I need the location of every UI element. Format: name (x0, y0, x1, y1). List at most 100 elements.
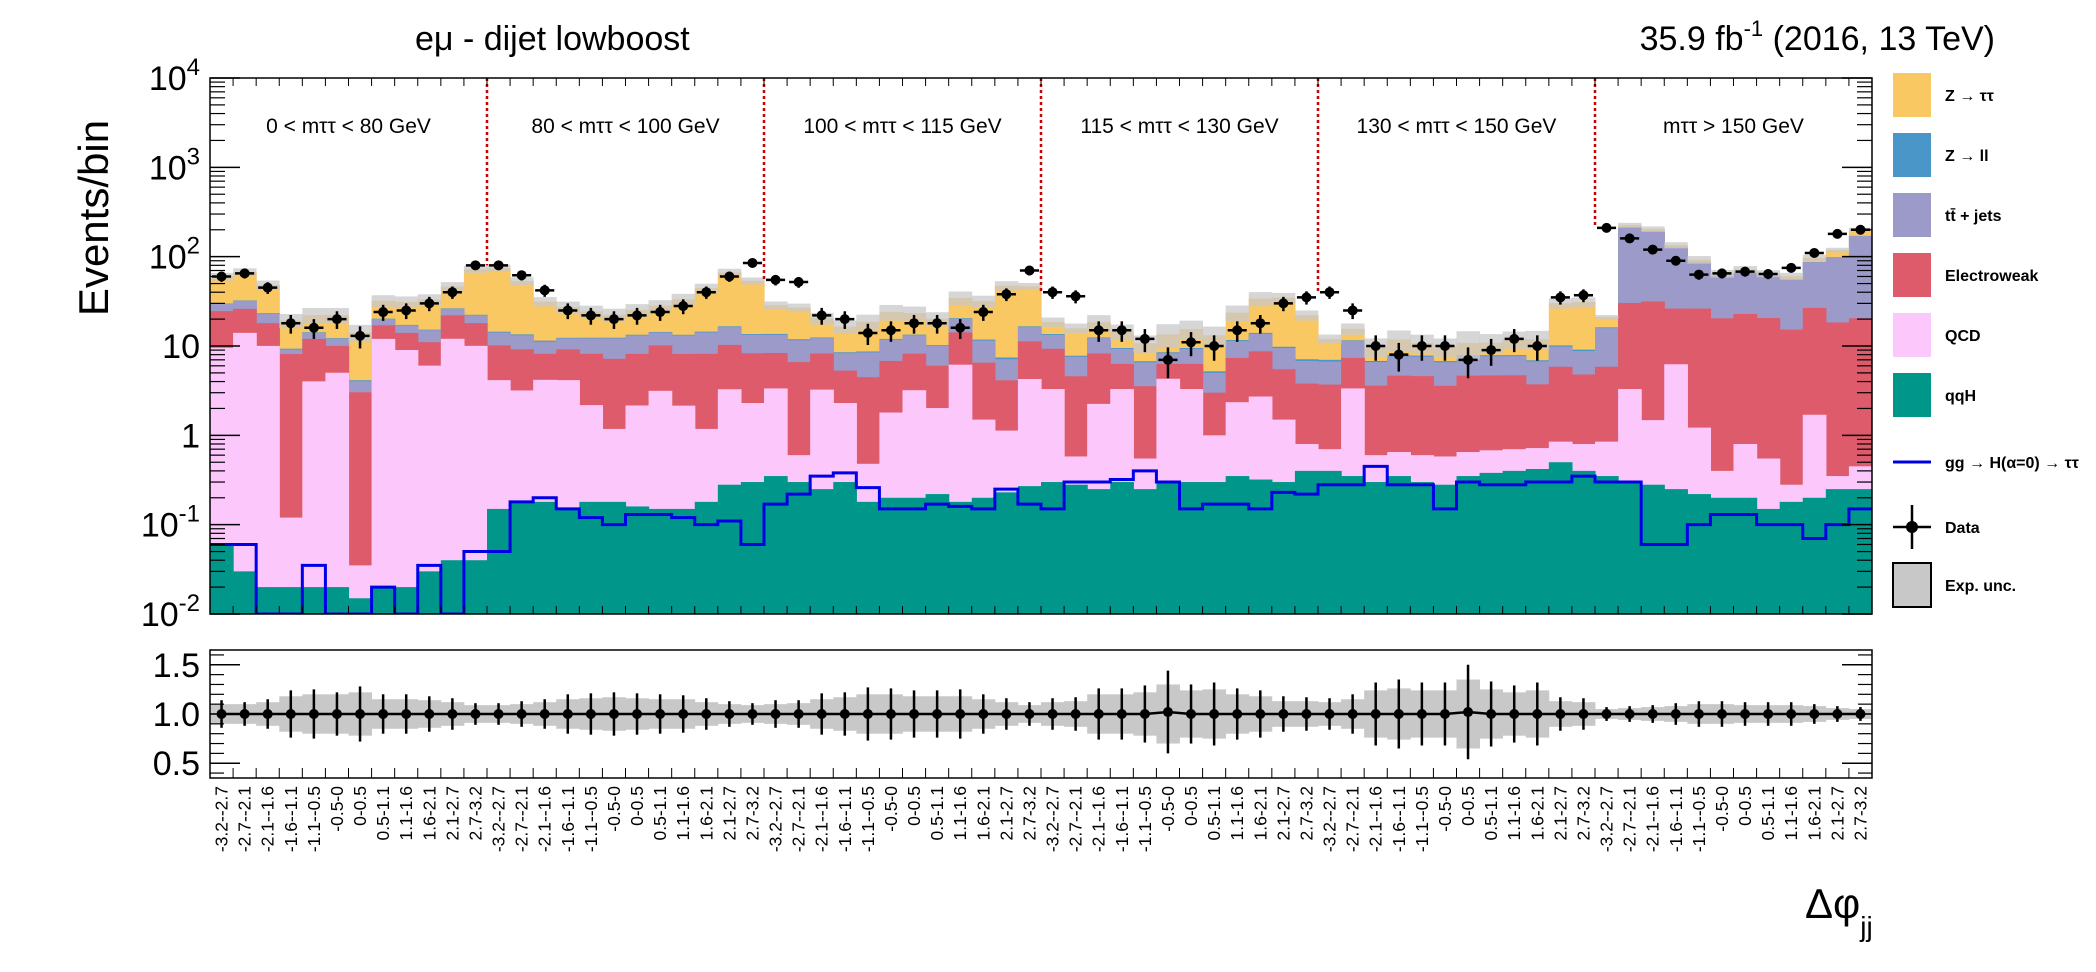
x-tick-label-16: -1.1--0.5 (581, 786, 601, 852)
bar-qqh-42 (1179, 482, 1204, 614)
x-tick-label-69: 1.6-2.1 (1804, 786, 1824, 840)
unc-band-34 (994, 281, 1019, 291)
data-point-29 (881, 321, 901, 342)
data-point-9 (419, 296, 439, 312)
x-tick-label-37: -2.7--2.1 (1066, 786, 1086, 852)
unc-band-47 (1294, 310, 1319, 321)
bar-qqh-8 (394, 587, 419, 614)
bar-qqh-19 (648, 508, 673, 614)
data-point-2 (258, 282, 278, 294)
data-point-16 (581, 307, 601, 325)
data-point-63 (1666, 255, 1686, 266)
bar-qcd-11 (463, 345, 488, 614)
x-tick-label-20: 1.1-1.6 (673, 786, 693, 840)
x-tick-label-36: -3.2--2.7 (1043, 786, 1063, 852)
x-tick-label-44: 1.1-1.6 (1227, 786, 1247, 840)
ratio-point-50 (1370, 682, 1381, 746)
ratio-point-67 (1763, 702, 1774, 726)
bar-qqh-68 (1779, 501, 1804, 614)
unc-band-33 (971, 295, 996, 308)
unc-band-64 (1687, 256, 1711, 264)
x-tick-label-11: 2.7-3.2 (465, 786, 485, 840)
unc-band-54 (1456, 331, 1480, 360)
x-tick-label-34: 2.1-2.7 (996, 786, 1016, 840)
x-tick-label-58: 2.1-2.7 (1550, 786, 1570, 840)
data-point-52 (1412, 335, 1432, 361)
data-point-32 (950, 319, 970, 339)
bar-qqh-63 (1664, 489, 1688, 614)
bar-qqh-23 (740, 482, 765, 614)
x-tick-label-46: 2.1-2.7 (1273, 786, 1293, 840)
bar-qqh-41 (1156, 482, 1181, 614)
ratio-point-17 (608, 692, 619, 736)
ratio-point-70 (1832, 706, 1843, 722)
legend-label-ttbar: tt̄ + jets (1945, 207, 2002, 225)
bar-qqh-39 (1110, 482, 1134, 614)
ratio-point-60 (1601, 707, 1612, 721)
bar-qqh-27 (833, 482, 857, 614)
ratio-point-69 (1809, 704, 1820, 724)
y-axis-label: Events/bin (70, 120, 117, 316)
legend-item-signal: gg → H(α=0) → ττ (1893, 455, 2079, 472)
bar-qqh-7 (371, 587, 396, 614)
bar-qqh-21 (694, 501, 719, 614)
legend-item-qcd: QCD (1893, 313, 1981, 357)
x-tick-label-1: -2.7--2.1 (235, 786, 255, 852)
x-tick-label-59: 2.7-3.2 (1573, 786, 1593, 840)
y-tick-label: 10 (162, 328, 200, 366)
ratio-point-34 (1001, 698, 1012, 730)
ratio-point-5 (331, 692, 342, 736)
x-axis-label: Δφjj (1805, 880, 1873, 942)
x-tick-label-8: 1.1-1.6 (396, 786, 416, 840)
x-tick-label-54: 0-0.5 (1458, 786, 1478, 826)
bar-qcd-5 (325, 372, 350, 614)
y-tick-label: 10-2 (141, 590, 200, 634)
ratio-point-25 (793, 700, 804, 728)
bar-qqh-26 (810, 489, 834, 614)
bar-qcd-10 (440, 338, 465, 614)
unc-band-13 (510, 277, 534, 286)
data-point-17 (604, 311, 624, 329)
x-tick-label-68: 1.1-1.6 (1781, 786, 1801, 840)
data-point-3 (281, 314, 301, 334)
legend: Z → ττ Z → ll tt̄ + jets Electroweak QCD qqH g… (1892, 73, 2079, 608)
ratio-point-49 (1347, 694, 1358, 734)
data-point-37 (1066, 290, 1086, 304)
x-tick-label-5: -0.5-0 (327, 786, 347, 832)
unc-band-63 (1664, 242, 1688, 249)
x-tick-label-17: -0.5-0 (604, 786, 624, 832)
x-tick-label-12: -3.2--2.7 (489, 786, 509, 852)
data-point-68 (1781, 262, 1801, 273)
data-point-42 (1181, 332, 1201, 357)
x-tick-label-62: -2.1--1.6 (1643, 786, 1663, 852)
data-point-31 (927, 314, 947, 334)
x-tick-label-14: -2.1--1.6 (535, 786, 555, 852)
ratio-point-57 (1532, 682, 1543, 746)
ratio-point-8 (401, 694, 412, 734)
data-point-13 (512, 270, 532, 281)
data-point-26 (812, 307, 832, 325)
bar-qqh-60 (1595, 476, 1619, 614)
bar-qqh-20 (671, 508, 696, 614)
ratio-point-4 (308, 689, 319, 739)
ratio-point-22 (724, 701, 735, 727)
bar-qqh-28 (856, 501, 881, 614)
x-tick-label-7: 0.5-1.1 (373, 786, 393, 840)
x-tick-label-64: -1.1--0.5 (1689, 786, 1709, 852)
unc-band-37 (1064, 323, 1088, 334)
x-tick-label-43: 0.5-1.1 (1204, 786, 1224, 840)
data-point-60 (1597, 222, 1617, 233)
ratio-point-66 (1740, 702, 1751, 726)
data-point-8 (396, 303, 416, 320)
ratio-y-tick-label: 1.5 (153, 647, 200, 685)
bar-qqh-70 (1825, 489, 1850, 614)
legend-item-data: Data (1893, 505, 1980, 549)
ratio-point-51 (1393, 679, 1404, 749)
legend-label-zll: Z → ll (1945, 148, 1989, 165)
y-tick-label: 104 (149, 54, 200, 98)
unc-band-8 (394, 296, 419, 309)
ratio-point-63 (1670, 703, 1681, 725)
data-point-69 (1804, 247, 1824, 258)
legend-label-ewk: Electroweak (1945, 268, 2038, 285)
y-tick-label: 10-1 (141, 501, 200, 545)
